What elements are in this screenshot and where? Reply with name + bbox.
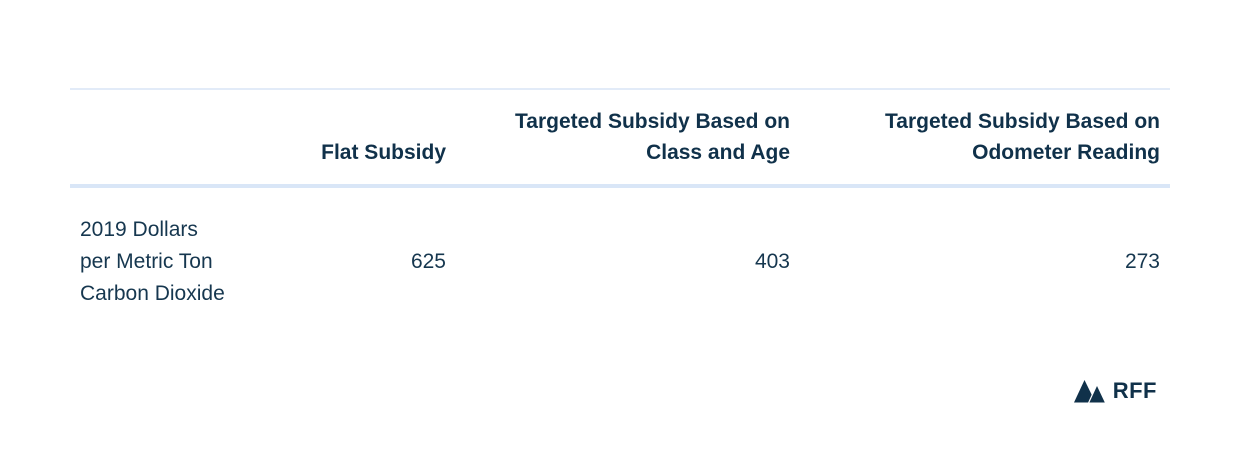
col-header-flat-subsidy: Flat Subsidy	[270, 89, 456, 186]
table-row: 2019 Dollars per Metric Ton Carbon Dioxi…	[70, 186, 1170, 330]
cell-flat-subsidy-value: 625	[410, 250, 446, 273]
subsidy-table: Flat Subsidy Targeted Subsidy Based on C…	[70, 88, 1170, 330]
cell-odometer-reading-value: 273	[1124, 250, 1160, 273]
col-header-odometer-reading: Targeted Subsidy Based on Odometer Readi…	[800, 89, 1170, 186]
row-label: 2019 Dollars per Metric Ton Carbon Dioxi…	[80, 218, 225, 305]
col-header-flat-subsidy-label: Flat Subsidy	[321, 141, 446, 164]
col-header-odometer-reading-label: Targeted Subsidy Based on Odometer Readi…	[885, 110, 1160, 164]
rff-logo-text: RFF	[1112, 378, 1157, 403]
rff-logo: RFF	[1073, 378, 1157, 404]
row-header-cell: 2019 Dollars per Metric Ton Carbon Dioxi…	[70, 186, 270, 330]
col-header-class-and-age: Targeted Subsidy Based on Class and Age	[456, 89, 800, 186]
col-header-class-and-age-label: Targeted Subsidy Based on Class and Age	[515, 110, 790, 164]
header-row: Flat Subsidy Targeted Subsidy Based on C…	[70, 89, 1170, 186]
corner-cell	[70, 89, 270, 186]
cell-class-and-age-value: 403	[754, 250, 790, 273]
mountains-icon	[1073, 379, 1105, 403]
subsidy-table-container: Flat Subsidy Targeted Subsidy Based on C…	[70, 88, 1170, 330]
